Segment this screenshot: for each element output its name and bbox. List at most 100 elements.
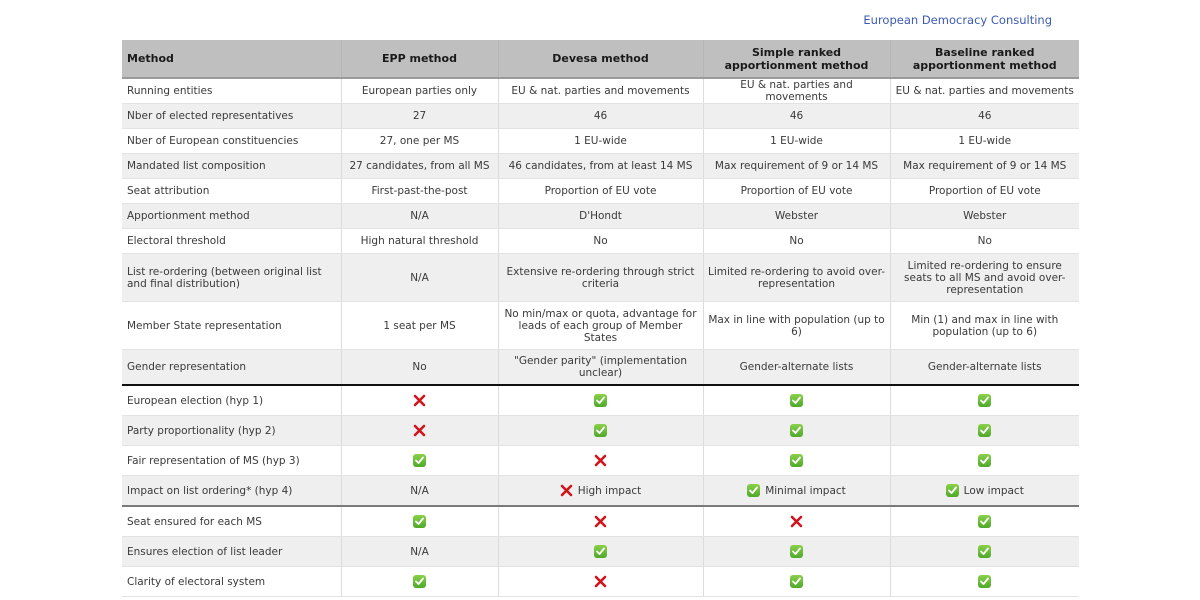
row-label: Running entities (122, 78, 342, 104)
header-baseline-ranked: Baseline ranked apportionment method (890, 40, 1079, 79)
cell-baseline-ranked: Min (1) and max in line with population … (890, 301, 1079, 350)
table-row-european-election: European election (hyp 1) (122, 384, 1079, 416)
cell-baseline-ranked: Low impact (890, 475, 1079, 507)
header-simple-ranked: Simple ranked apportionment method (703, 40, 891, 79)
cell-baseline-ranked: 46 (890, 103, 1079, 129)
cell-baseline-ranked: Proportion of EU vote (890, 178, 1079, 204)
cross-icon (594, 454, 607, 467)
cell-baseline-ranked: No (890, 228, 1079, 254)
cell-devesa: Extensive re-ordering through strict cri… (498, 253, 704, 302)
cell-epp: First-past-the-post (341, 178, 499, 204)
cell-epp: European parties only (341, 78, 499, 104)
check-icon (790, 424, 803, 437)
cell-devesa: No min/max or quota, advantage for leads… (498, 301, 704, 350)
comparison-table: Method EPP method Devesa method Simple r… (122, 40, 1079, 597)
cell-baseline-ranked: Max requirement of 9 or 14 MS (890, 153, 1079, 179)
cell-devesa (498, 415, 704, 446)
table-row-seat-attribution: Seat attribution First-past-the-post Propo… (122, 178, 1079, 204)
table-row-list-composition: Mandated list composition 27 candidates, … (122, 153, 1079, 179)
cell-baseline-ranked (890, 415, 1079, 446)
cell-baseline-ranked: Limited re-ordering to ensure seats to a… (890, 253, 1079, 302)
cell-epp (341, 415, 499, 446)
cell-simple-ranked: 1 EU-wide (703, 128, 891, 154)
check-icon (594, 545, 607, 558)
cross-icon (790, 515, 803, 528)
row-label: Nber of elected representatives (122, 103, 342, 129)
cell-epp: N/A (341, 536, 499, 567)
check-icon (413, 454, 426, 467)
header-row: Method EPP method Devesa method Simple r… (122, 40, 1079, 79)
cell-devesa (498, 566, 704, 597)
cell-epp: N/A (341, 475, 499, 507)
table-row-list-reordering: List re-ordering (between original list … (122, 253, 1079, 302)
cell-devesa (498, 445, 704, 476)
cell-text: Minimal impact (765, 484, 846, 497)
check-icon (747, 484, 761, 497)
check-icon (790, 394, 803, 407)
cell-text: Low impact (963, 484, 1024, 497)
cell-simple-ranked (703, 505, 891, 537)
cross-icon (413, 424, 426, 437)
row-label: Ensures election of list leader (122, 536, 342, 567)
cell-baseline-ranked: Webster (890, 203, 1079, 229)
check-icon (945, 484, 959, 497)
table-row-electoral-threshold: Electoral threshold High natural threshol… (122, 228, 1079, 254)
cell-baseline-ranked (890, 445, 1079, 476)
row-label: Electoral threshold (122, 228, 342, 254)
cell-epp: 1 seat per MS (341, 301, 499, 350)
cell-devesa: High impact (498, 475, 704, 507)
cell-baseline-ranked: Gender-alternate lists (890, 349, 1079, 386)
cell-devesa: 1 EU-wide (498, 128, 704, 154)
cell-baseline-ranked (890, 384, 1079, 416)
cell-simple-ranked: Webster (703, 203, 891, 229)
row-label: List re-ordering (between original list … (122, 253, 342, 302)
cell-devesa (498, 384, 704, 416)
cell-epp: High natural threshold (341, 228, 499, 254)
check-icon (413, 515, 426, 528)
cell-devesa (498, 536, 704, 567)
cell-devesa: No (498, 228, 704, 254)
check-icon (413, 575, 426, 588)
row-label: Apportionment method (122, 203, 342, 229)
header-devesa: Devesa method (498, 40, 704, 79)
check-icon (790, 545, 803, 558)
cell-text: High impact (577, 484, 642, 497)
cell-baseline-ranked (890, 566, 1079, 597)
cell-simple-ranked (703, 445, 891, 476)
check-icon (790, 575, 803, 588)
check-icon (978, 394, 992, 407)
cell-simple-ranked: Max requirement of 9 or 14 MS (703, 153, 891, 179)
cell-simple-ranked (703, 384, 891, 416)
row-label: Nber of European constituencies (122, 128, 342, 154)
check-icon (978, 515, 992, 528)
cell-simple-ranked: Limited re-ordering to avoid over-repres… (703, 253, 891, 302)
cell-epp: No (341, 349, 499, 386)
header-method: Method (122, 40, 342, 79)
row-label: Seat ensured for each MS (122, 505, 342, 537)
row-label: European election (hyp 1) (122, 384, 342, 416)
cell-epp (341, 445, 499, 476)
table-row-european-constituencies: Nber of European constituencies 27, one p… (122, 128, 1079, 154)
cell-simple-ranked: Gender-alternate lists (703, 349, 891, 386)
row-label: Impact on list ordering* (hyp 4) (122, 475, 342, 507)
cell-simple-ranked: Proportion of EU vote (703, 178, 891, 204)
cross-icon (594, 515, 607, 528)
row-label: Party proportionality (hyp 2) (122, 415, 342, 446)
cell-devesa: "Gender parity" (implementation unclear) (498, 349, 704, 386)
cell-simple-ranked (703, 566, 891, 597)
cell-epp: 27, one per MS (341, 128, 499, 154)
table-row-seat-ensured-ms: Seat ensured for each MS (122, 505, 1079, 537)
cell-baseline-ranked (890, 536, 1079, 567)
cell-simple-ranked: EU & nat. parties and movements (703, 78, 891, 104)
table-row-apportionment-method: Apportionment method N/A D'Hondt Webster Web… (122, 203, 1079, 229)
table-row-impact-list-ordering: Impact on list ordering* (hyp 4) N/A High … (122, 475, 1079, 507)
cell-epp (341, 505, 499, 537)
header-epp: EPP method (341, 40, 499, 79)
cell-baseline-ranked: EU & nat. parties and movements (890, 78, 1079, 104)
cross-icon (413, 394, 426, 407)
cell-baseline-ranked (890, 505, 1079, 537)
check-icon (978, 575, 992, 588)
cell-epp: N/A (341, 203, 499, 229)
cell-devesa: D'Hondt (498, 203, 704, 229)
row-label: Seat attribution (122, 178, 342, 204)
